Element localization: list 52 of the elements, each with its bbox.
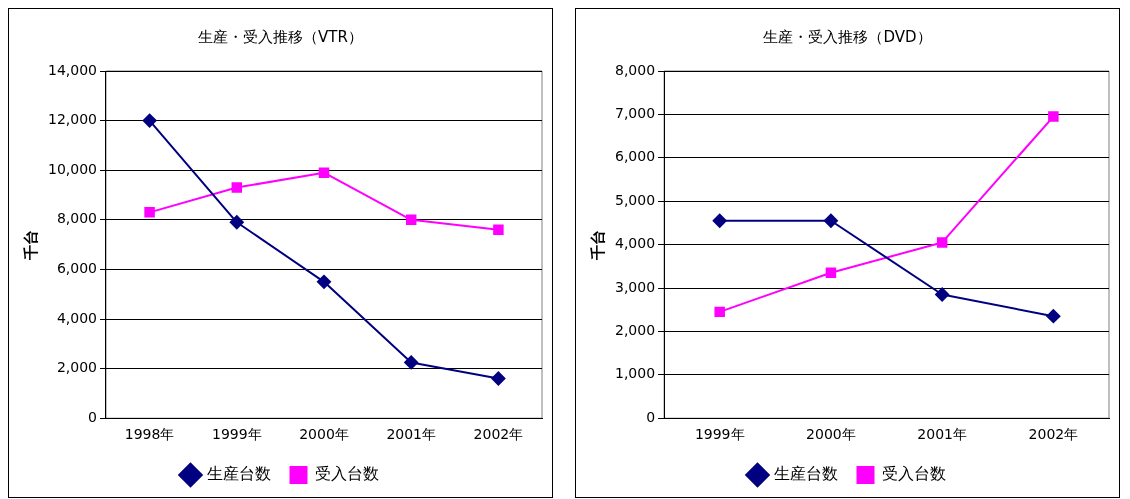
x-tick-label: 2002年 — [473, 426, 524, 443]
legend-label: 受入台数 — [881, 464, 946, 484]
point — [935, 287, 950, 302]
y-tick-label: 4,000 — [56, 309, 97, 326]
point — [1048, 111, 1059, 122]
y-tick-label: 2,000 — [614, 322, 656, 339]
y-tick-label: 1,000 — [614, 365, 656, 382]
legend-label: 生産台数 — [206, 464, 271, 484]
y-tick-label: 8,000 — [614, 61, 656, 78]
chart-title: 生産・受入推移（VTR） — [198, 27, 363, 46]
y-tick-label: 0 — [88, 408, 97, 425]
x-tick-label: 1999年 — [694, 426, 745, 443]
legend-label: 受入台数 — [314, 464, 379, 484]
point — [316, 274, 331, 289]
y-tick-label: 10,000 — [47, 160, 97, 177]
point — [405, 214, 417, 226]
y-tick-label: 14,000 — [47, 61, 97, 78]
point — [936, 237, 948, 248]
point — [1046, 309, 1061, 324]
point — [318, 167, 330, 178]
y-axis-title: 千台 — [588, 229, 607, 261]
y-tick-label: 3,000 — [614, 278, 656, 295]
y-tick-label: 2,000 — [56, 359, 97, 376]
y-tick-label: 4,000 — [614, 235, 656, 252]
y-tick-label: 8,000 — [56, 210, 97, 227]
point — [825, 267, 837, 279]
x-tick-label: 2001年 — [386, 426, 437, 443]
y-tick-label: 5,000 — [614, 191, 656, 208]
point — [404, 355, 419, 370]
x-tick-label: 1998年 — [124, 426, 175, 443]
y-tick-label: 6,000 — [614, 148, 656, 165]
point — [714, 306, 725, 318]
point — [229, 215, 244, 230]
x-tick-label: 2001年 — [917, 426, 967, 443]
x-tick-label: 2000年 — [299, 426, 349, 443]
point — [493, 224, 504, 235]
x-tick-label: 2002年 — [1028, 426, 1079, 443]
y-tick-label: 0 — [646, 408, 656, 425]
point — [823, 213, 838, 228]
y-tick-label: 6,000 — [56, 260, 97, 277]
y-axis-title: 千台 — [21, 229, 40, 261]
point — [142, 113, 157, 128]
x-tick-label: 2000年 — [806, 426, 856, 443]
x-tick-label: 1999年 — [211, 426, 262, 443]
point — [491, 371, 506, 386]
point — [712, 213, 727, 228]
point — [144, 207, 155, 218]
point — [231, 182, 243, 193]
y-tick-label: 12,000 — [47, 111, 97, 128]
legend-label: 生産台数 — [773, 464, 838, 484]
chart-title: 生産・受入推移（DVD） — [763, 27, 932, 46]
y-tick-label: 7,000 — [614, 105, 656, 122]
